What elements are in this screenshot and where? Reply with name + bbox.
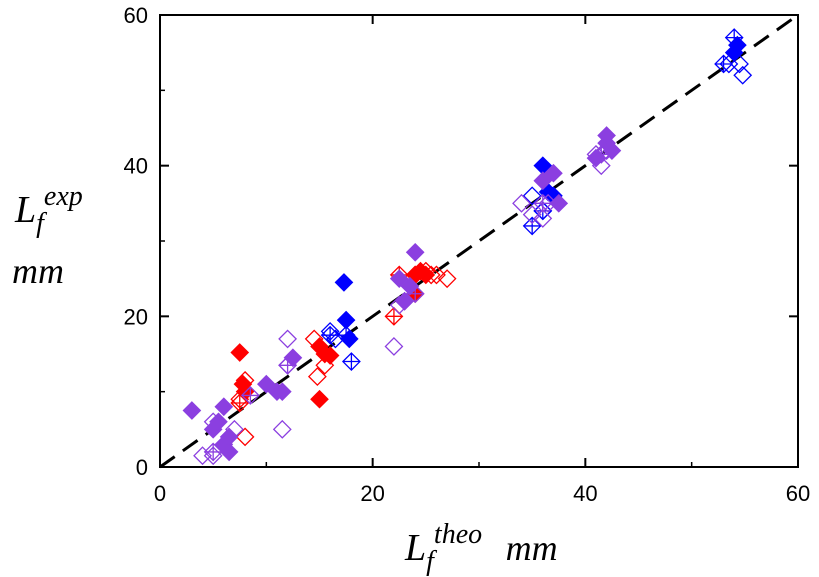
data-point [203,412,223,432]
data-point [405,242,425,262]
y-tick-label: 60 [124,3,148,28]
data-point [591,156,611,176]
data-point [334,273,354,292]
data-point [733,65,753,85]
data-point [219,442,239,462]
data-point [209,412,228,432]
data-point [533,208,553,228]
y-axis-label: Lfexp mm [12,181,83,291]
data-point [225,419,244,439]
data-points [182,28,753,466]
data-point [272,382,292,402]
data-point [728,35,747,55]
data-point [724,28,744,48]
data-point [230,343,250,362]
data-point [389,269,409,289]
data-point [533,171,553,191]
data-point [597,126,616,145]
y-tick-label: 0 [136,455,148,480]
data-point [341,352,361,371]
data-point [256,374,276,394]
data-point [384,306,404,326]
data-point [278,329,298,349]
svg-text:Lfexp: Lfexp [14,181,83,239]
data-point [230,393,250,413]
x-axis-label-subscript: f [426,546,437,577]
axes [159,14,799,468]
data-point [214,397,234,417]
y-tick-label: 20 [124,304,148,329]
x-tick-label: 0 [154,481,166,506]
data-point [421,265,441,285]
data-point [416,261,436,281]
data-point [714,54,733,74]
data-point [320,346,340,365]
data-point [278,355,298,375]
data-point [522,216,542,236]
data-point [235,370,255,390]
data-point [437,269,457,289]
data-point [384,337,404,356]
data-point [730,54,749,74]
data-point [395,291,414,311]
x-tick-label: 40 [573,481,597,506]
data-point [203,446,223,466]
data-point [336,325,356,345]
data-point [512,193,531,213]
data-point [400,276,420,296]
x-axis-label: Lftheo mm [404,510,558,577]
data-point [235,427,255,447]
data-point [427,265,446,285]
data-point [240,386,260,405]
data-point [389,295,409,315]
data-point [544,163,563,183]
data-point [272,419,292,439]
data-point [405,284,425,304]
data-point [522,205,542,225]
y-axis-label-subscript: f [36,208,47,239]
reference-line [159,13,799,469]
x-axis-label-main: L [404,527,426,569]
data-point [533,193,553,213]
data-point [203,442,223,462]
data-point [310,389,329,409]
data-point [320,325,340,345]
x-axis-label-superscript: theo [434,519,482,550]
data-point [522,186,542,206]
y-axis-label-unit: mm [12,251,64,291]
x-tick-label: 60 [786,481,810,506]
data-point [182,401,202,420]
svg-text:Lftheo mm: Lftheo mm [404,510,558,577]
x-tick-label: 20 [360,481,384,506]
data-point [283,348,303,368]
y-axis-label-main: L [14,189,36,231]
data-point [315,355,335,375]
y-tick-label: 40 [124,154,148,179]
tick-labels: 0 20 40 60 0 20 40 60 [124,3,811,506]
data-point [219,427,239,447]
data-point [307,367,327,387]
y-axis-label-superscript: exp [44,181,83,212]
x-axis-label-unit: mm [506,528,558,568]
data-point [591,144,611,164]
data-point [304,329,324,349]
